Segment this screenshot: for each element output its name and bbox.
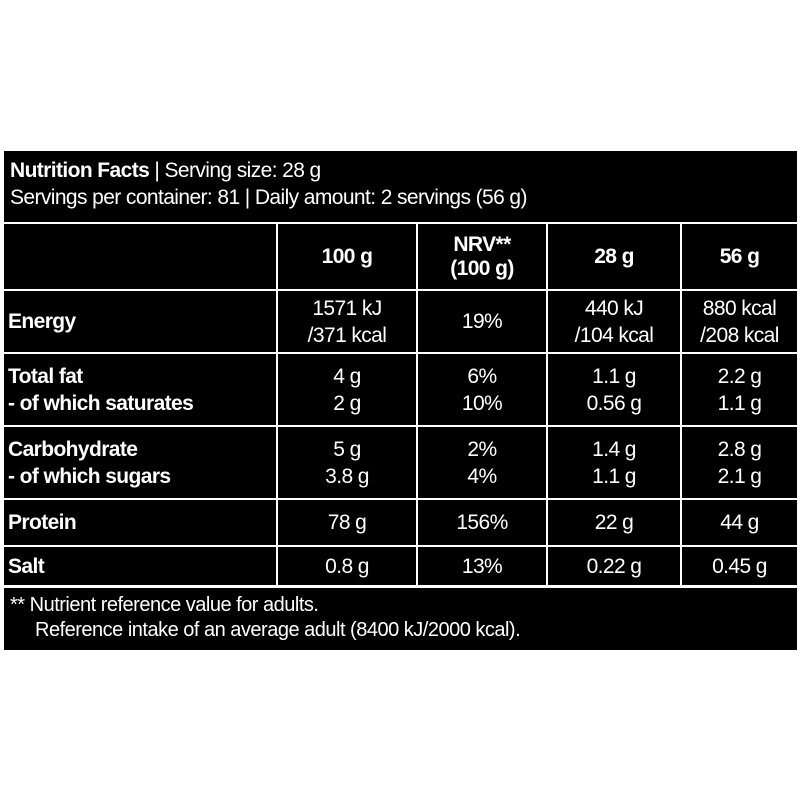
value-cell: 6% 10% (418, 354, 546, 425)
value-cell-line: 10% (461, 391, 503, 415)
row-label-line: Energy (8, 310, 76, 333)
servings-info: Servings per container: 81 | Daily amoun… (10, 186, 528, 209)
column-header: 28 g (548, 224, 680, 289)
column-header-line: (100 g) (450, 256, 514, 280)
value-cell: 78 g (278, 500, 416, 545)
table-header: Nutrition Facts | Serving size: 28 g Ser… (4, 151, 797, 222)
value-cell-line: 2.8 g (717, 437, 762, 461)
row-label-line: Carbohydrate (8, 437, 138, 461)
column-header-line: 56 g (719, 244, 760, 268)
row-label-line: Protein (8, 511, 77, 534)
column-header-line: 28 g (594, 244, 634, 268)
value-cell: 1.4 g 1.1 g (548, 427, 680, 498)
column-header (4, 224, 276, 289)
value-cell: 2.2 g 1.1 g (682, 354, 797, 425)
value-cell-line: 156% (456, 511, 508, 534)
row-label-line: Total fat (8, 364, 83, 388)
nutrient-grid: 100 g NRV** (100 g) 28 g 56 g Energy 1571 kJ/3… (4, 224, 797, 585)
value-cell: 1.1 g 0.56 g (548, 354, 680, 425)
value-cell-line: 1.1 g (592, 364, 636, 388)
value-cell: 2.8 g 2.1 g (682, 427, 797, 498)
value-cell-line: 440 kJ (584, 296, 644, 320)
value-cell-line: 6% (467, 364, 497, 388)
value-cell: 440 kJ/104 kcal (548, 291, 680, 352)
table-title: Nutrition Facts (10, 159, 150, 182)
value-cell: 2% 4% (418, 427, 546, 498)
value-cell-line: 13% (461, 554, 503, 578)
value-cell: 5 g 3.8 g (278, 427, 416, 498)
value-cell-line: 0.45 g (712, 554, 767, 578)
column-header: 100 g (278, 224, 416, 289)
value-cell-line: /208 kcal (700, 323, 779, 347)
column-header-line: 100 g (321, 244, 373, 268)
value-cell-line: 0.22 g (586, 554, 642, 578)
value-cell-line: 5 g (333, 437, 361, 461)
column-header: NRV** (100 g) (418, 224, 546, 289)
value-cell-line: 2% (467, 437, 497, 461)
row-label-line: - of which sugars (8, 464, 171, 488)
value-cell: 880 kcal/208 kcal (682, 291, 797, 352)
value-cell-line: 3.8 g (325, 464, 369, 488)
footnote-line-2: Reference intake of an average adult (84… (35, 619, 521, 641)
footnote-line-1: ** Nutrient reference value for adults. (10, 594, 319, 616)
row-label: Total fat - of which saturates (4, 354, 276, 425)
value-cell: 156% (418, 500, 546, 545)
row-label-line: - of which saturates (8, 391, 194, 415)
row-label: Energy (4, 291, 276, 352)
value-cell-line: 44 g (720, 511, 759, 534)
value-cell-line: 22 g (594, 511, 634, 534)
value-cell-line: 1.4 g (592, 437, 636, 461)
value-cell: 19% (418, 291, 546, 352)
value-cell-line: 1.1 g (717, 391, 762, 415)
value-cell-line: 0.8 g (325, 554, 369, 578)
value-cell-line: 2 g (333, 391, 361, 415)
value-cell-line: 4 g (333, 364, 361, 388)
value-cell-line: /371 kcal (307, 323, 387, 347)
value-cell: 1571 kJ/371 kcal (278, 291, 416, 352)
value-cell-line: 2.1 g (717, 464, 762, 488)
footnote: ** Nutrient reference value for adults. … (4, 588, 797, 650)
value-cell-line: /104 kcal (574, 323, 654, 347)
value-cell-line: 19% (461, 310, 503, 333)
row-label: Salt (4, 547, 276, 585)
column-header: 56 g (682, 224, 797, 289)
value-cell-line: 1.1 g (592, 464, 636, 488)
value-cell: 0.22 g (548, 547, 680, 585)
column-header-line: NRV** (453, 232, 511, 256)
value-cell-line: 0.56 g (586, 391, 642, 415)
header-line-1: Nutrition Facts | Serving size: 28 g (10, 157, 797, 184)
value-cell: 0.8 g (278, 547, 416, 585)
nutrition-facts-table: Nutrition Facts | Serving size: 28 g Ser… (4, 151, 797, 650)
row-label: Protein (4, 500, 276, 545)
value-cell-line: 4% (467, 464, 497, 488)
value-cell: 13% (418, 547, 546, 585)
value-cell-line: 1571 kJ (312, 296, 382, 320)
value-cell-line: 78 g (327, 511, 367, 534)
value-cell-line: 2.2 g (717, 364, 762, 388)
value-cell: 22 g (548, 500, 680, 545)
value-cell: 44 g (682, 500, 797, 545)
row-label: Carbohydrate - of which sugars (4, 427, 276, 498)
serving-size: | Serving size: 28 g (154, 159, 321, 182)
value-cell: 0.45 g (682, 547, 797, 585)
value-cell-line: 880 kcal (702, 296, 777, 320)
row-label-line: Salt (8, 554, 45, 578)
